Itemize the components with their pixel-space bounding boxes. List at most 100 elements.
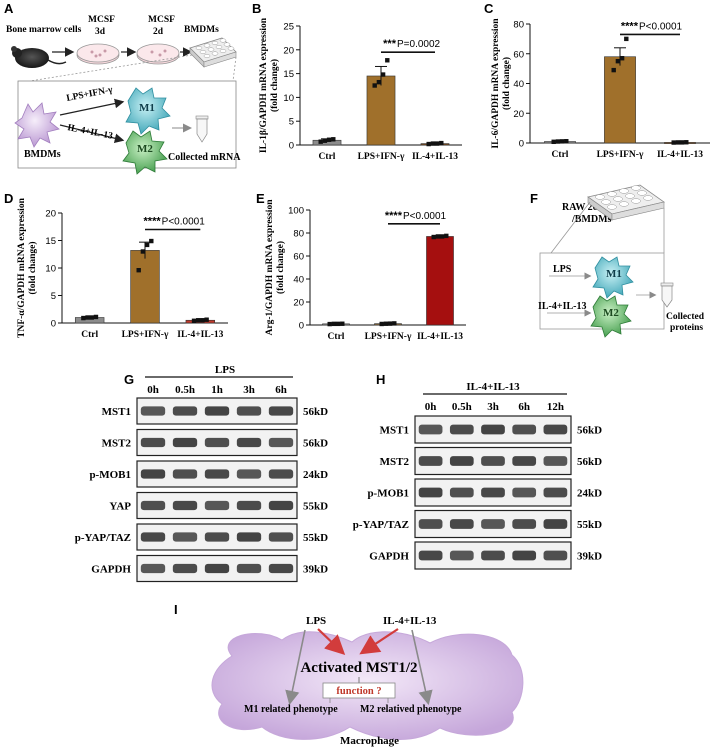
protein-label: MST1 xyxy=(380,425,409,437)
significance-stars: *** xyxy=(383,38,397,50)
raw-bmdms-label: /BMDMs xyxy=(571,214,612,225)
callout-line xyxy=(29,54,193,82)
y-tick-label: 60 xyxy=(293,252,304,263)
y-tick-label: 5 xyxy=(51,291,56,302)
data-point xyxy=(380,72,386,77)
function-box xyxy=(322,682,396,699)
data-point xyxy=(85,315,90,320)
panel-letter-g: G xyxy=(124,372,134,387)
kd-label: 39kD xyxy=(577,551,602,563)
data-point xyxy=(322,138,328,143)
kd-label: 24kD xyxy=(577,488,602,500)
data-point xyxy=(426,141,431,147)
data-point xyxy=(89,315,94,320)
culture-dish-icon xyxy=(76,43,120,65)
red-arrow-icon xyxy=(317,628,346,656)
data-point xyxy=(144,242,150,248)
kd-label: 55kD xyxy=(303,501,328,513)
blot-band xyxy=(481,519,505,529)
blot-band xyxy=(449,456,474,466)
y-axis-label-unit: (fold change) xyxy=(27,241,38,294)
protein-label: p-YAP/TAZ xyxy=(353,519,409,531)
treatment-label: IL-4+IL-13 xyxy=(466,381,520,393)
blot-band xyxy=(140,437,166,448)
data-point xyxy=(684,140,689,145)
chart-d: 0 5 10 15 20 Ctrl LPS+IFN-γ IL-4+IL-13 **** P<0.0… xyxy=(17,197,228,340)
blot-band xyxy=(449,519,474,529)
blot-band xyxy=(236,437,262,448)
data-point xyxy=(559,139,565,144)
blot-band xyxy=(512,456,537,466)
m1-phenotype-label: M1 related phenotype xyxy=(244,704,338,715)
protein-label: MST1 xyxy=(102,406,131,418)
mouse-icon xyxy=(11,46,67,68)
well-plate-icon xyxy=(587,184,665,221)
blot-band xyxy=(172,469,198,479)
blot-band xyxy=(140,532,166,542)
y-tick-label: 0 xyxy=(51,319,56,330)
panel-f-m1: M1 xyxy=(606,268,622,280)
gray-arrow-icon xyxy=(411,629,433,706)
m2-phenotype-label: M2 relatived phenotype xyxy=(360,704,462,715)
x-tick-label: Ctrl xyxy=(81,330,98,340)
data-point xyxy=(435,234,441,239)
collected-mrna-label: Collected mRNA xyxy=(168,152,241,163)
bmdm-cell-icon xyxy=(14,102,60,148)
protein-label: YAP xyxy=(109,501,131,513)
blot-band xyxy=(268,563,294,574)
arrow-icon xyxy=(59,124,125,143)
blot-band xyxy=(512,519,537,529)
blot-band xyxy=(236,469,262,479)
data-point xyxy=(331,137,336,142)
blot-band xyxy=(140,563,166,574)
panel-letter-b: B xyxy=(252,1,261,16)
data-point xyxy=(326,137,332,142)
panel-letter-e: E xyxy=(256,191,265,206)
blot-band xyxy=(172,563,198,574)
data-point xyxy=(615,58,621,64)
macrophage-label: Macrophage xyxy=(340,735,399,747)
blot-band xyxy=(449,424,474,435)
kd-label: 24kD xyxy=(303,469,328,481)
bar xyxy=(130,250,160,324)
blot-band xyxy=(236,406,262,416)
blot-band xyxy=(268,469,294,479)
panel-letter-a: A xyxy=(4,1,14,16)
protein-label: MST2 xyxy=(380,456,410,468)
panel-a: A Bone marrow cells MCSF 3d MCSF 2d BMDM… xyxy=(4,1,241,175)
blot-band xyxy=(481,550,505,561)
data-point xyxy=(564,139,569,144)
blot-band xyxy=(172,500,198,511)
y-tick-label: 20 xyxy=(513,109,524,120)
arrow-icon xyxy=(59,98,125,116)
blot-band xyxy=(204,437,230,448)
data-point xyxy=(431,234,436,240)
y-tick-label: 10 xyxy=(283,93,294,104)
panel-i-il4-il13: IL-4+IL-13 xyxy=(383,615,437,627)
data-point xyxy=(200,318,205,323)
x-tick-label: Ctrl xyxy=(552,150,569,160)
timepoint-label: 0h xyxy=(147,384,159,396)
data-point xyxy=(444,233,449,239)
m2-cell-icon xyxy=(590,295,632,338)
y-tick-label: 15 xyxy=(45,236,56,247)
x-tick-label: IL-4+IL-13 xyxy=(657,150,703,160)
data-point xyxy=(675,140,681,145)
data-point xyxy=(93,314,99,320)
collected-proteins-line1: Collected xyxy=(666,312,705,322)
p-value-label: P<0.0001 xyxy=(639,21,683,32)
y-axis-label: IL-6/GAPDH mRNA expression xyxy=(491,18,501,149)
data-point xyxy=(430,141,436,146)
m2-cell-icon xyxy=(122,130,168,175)
data-point xyxy=(385,58,390,63)
chart-c: 0 20 40 60 80 Ctrl LPS+IFN-γ IL-4+IL-13 **** P<0.… xyxy=(491,18,710,160)
blot-band xyxy=(543,550,568,561)
y-axis-label: Arg-1/GAPDH mRNA expression xyxy=(265,199,275,336)
y-tick-label: 0 xyxy=(289,141,294,152)
gray-arrow-icon xyxy=(285,629,306,706)
data-point xyxy=(671,140,676,145)
y-tick-label: 0 xyxy=(519,139,524,150)
blot-band xyxy=(236,563,262,574)
collected-proteins-line2: proteins xyxy=(670,323,703,333)
callout-line xyxy=(232,56,237,82)
